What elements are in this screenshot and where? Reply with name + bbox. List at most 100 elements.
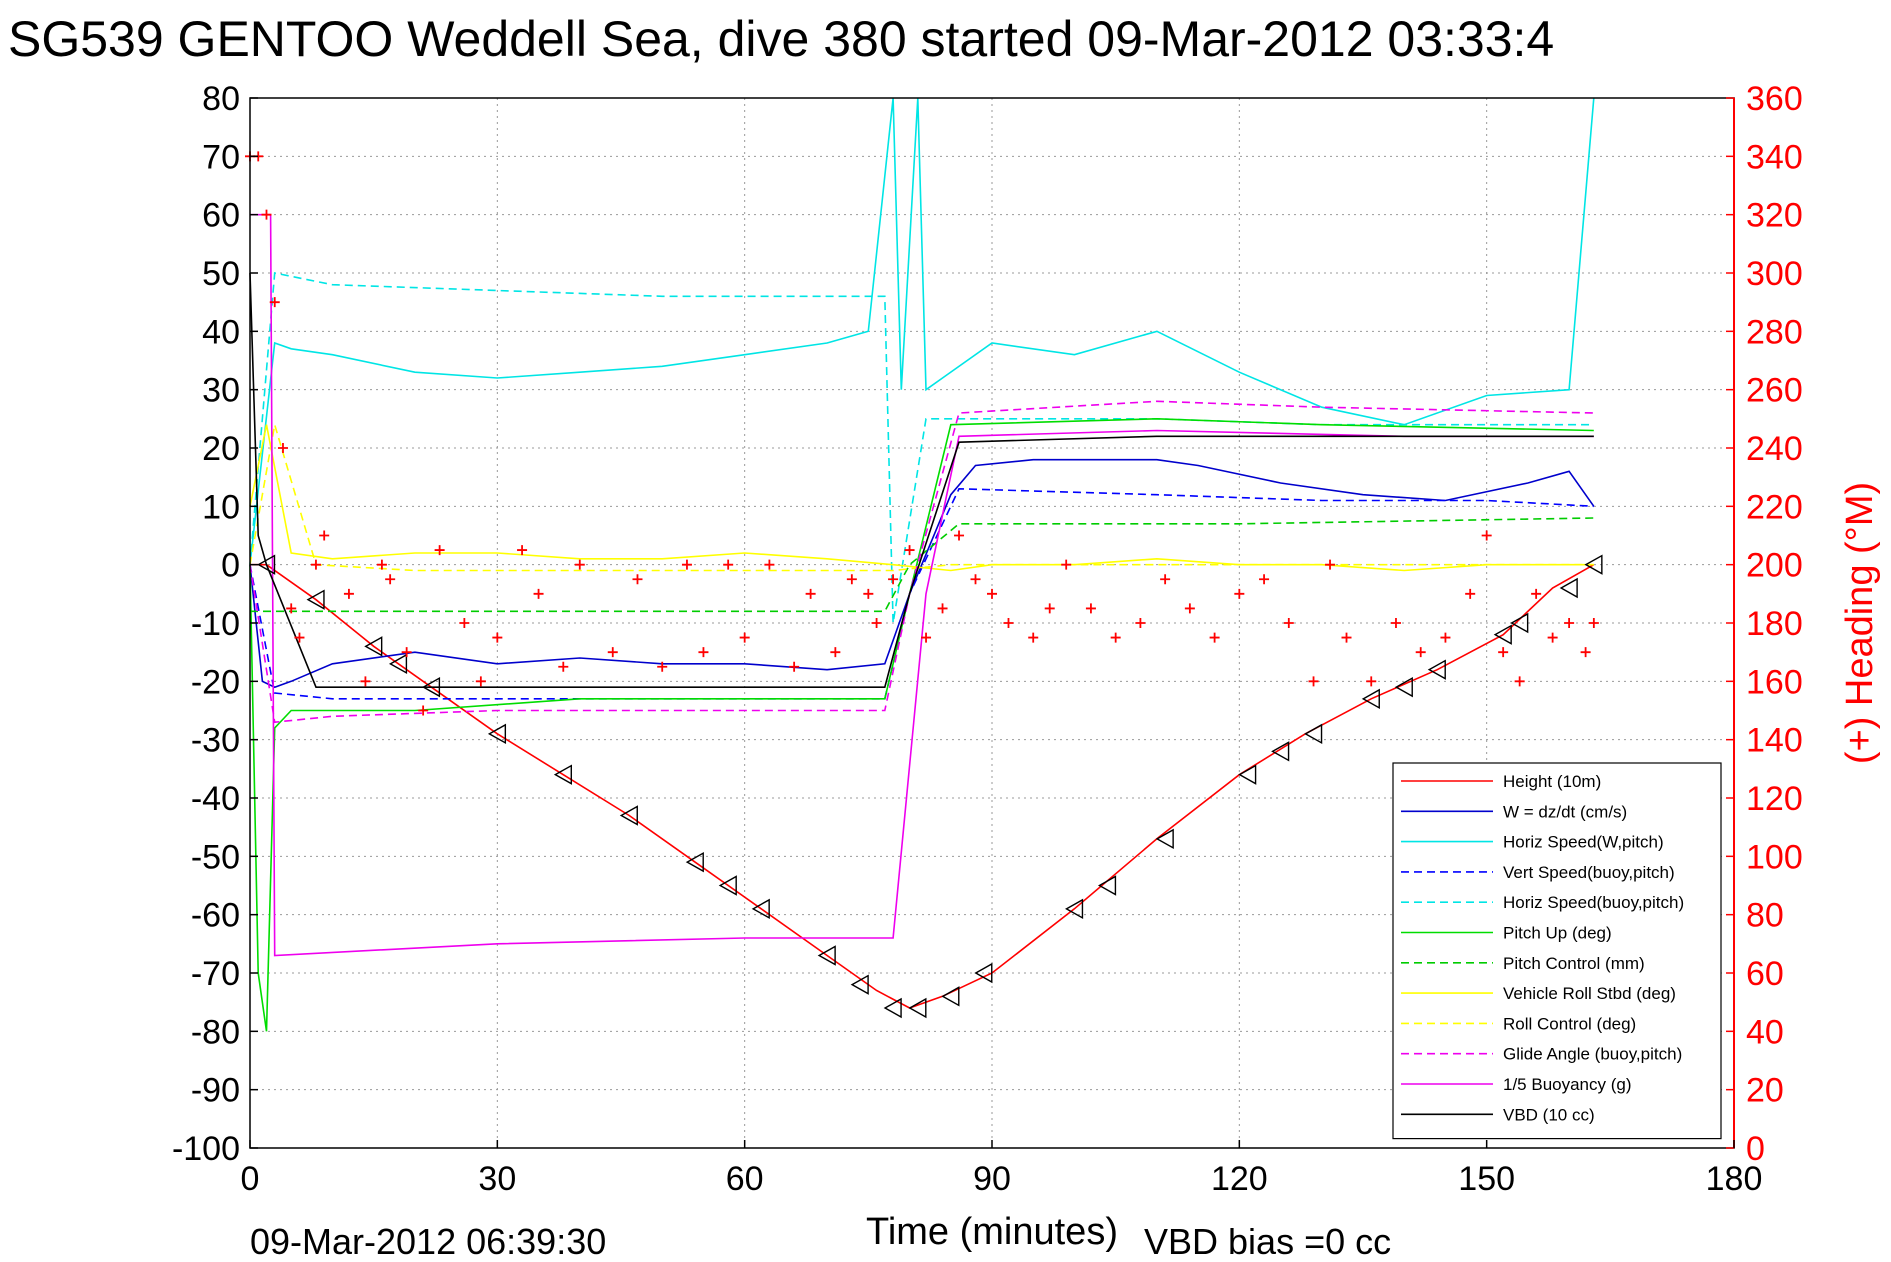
heading-point <box>492 632 503 643</box>
x-tick-label: 60 <box>726 1160 764 1198</box>
height-marker <box>553 764 572 785</box>
x-axis-label: Time (minutes) <box>866 1211 1118 1253</box>
height-markers <box>257 554 1603 1019</box>
legend-label-0: Height (10m) <box>1503 772 1601 791</box>
footer-vbd-bias: VBD bias =0 cc <box>1144 1221 1391 1262</box>
left-tick-label: -60 <box>191 897 240 935</box>
left-axis: -100-90-80-70-60-50-40-30-20-10010203040… <box>172 80 258 1168</box>
legend-label-8: Roll Control (deg) <box>1503 1014 1636 1033</box>
right-tick-label: 100 <box>1746 838 1803 876</box>
left-tick-label: 50 <box>202 255 240 293</box>
heading-point <box>277 443 288 453</box>
left-tick-label: -20 <box>191 663 240 701</box>
heading-point <box>1514 676 1525 687</box>
heading-point <box>607 647 618 658</box>
heading-point <box>1184 603 1195 614</box>
heading-point <box>846 574 857 585</box>
height-marker <box>1304 723 1323 745</box>
series-line-2 <box>249 97 1595 565</box>
right-tick-label: 160 <box>1746 663 1803 701</box>
series-line-0 <box>250 563 1595 1009</box>
heading-point <box>360 676 371 687</box>
legend-label-4: Horiz Speed(buoy,pitch) <box>1503 893 1684 912</box>
heading-point <box>739 632 750 643</box>
heading-point <box>723 559 734 570</box>
right-tick-label: 60 <box>1746 955 1784 993</box>
left-tick-label: 10 <box>202 488 240 526</box>
height-marker <box>751 898 770 920</box>
heading-point <box>1308 676 1319 687</box>
left-tick-label: -90 <box>191 1072 240 1110</box>
heading-point <box>1028 632 1039 643</box>
left-tick-label: 60 <box>202 197 240 235</box>
heading-point <box>1325 559 1336 570</box>
left-tick-label: 80 <box>202 80 240 118</box>
heading-point <box>261 209 272 220</box>
height-marker <box>974 962 993 984</box>
left-tick-label: 30 <box>202 372 240 410</box>
left-tick-label: -40 <box>191 780 240 818</box>
right-axis: 0 20 40 60 80 100 120 140 160 180 200 220 240 260 280 3… <box>1726 80 1803 1168</box>
heading-point <box>401 647 412 658</box>
legend-box <box>1392 762 1722 1140</box>
heading-point <box>1110 632 1121 643</box>
series-layer <box>249 97 1595 1032</box>
right-tick-label: 240 <box>1746 430 1803 468</box>
heading-point <box>319 530 330 541</box>
heading-point <box>1465 588 1476 599</box>
heading-point <box>657 661 668 672</box>
height-marker <box>306 589 325 610</box>
height-marker <box>1155 828 1174 850</box>
legend: Height (10m) W = dz/dt (cm/s) Horiz Speed(… <box>1392 762 1722 1140</box>
height-marker <box>1097 875 1117 896</box>
right-tick-label: 340 <box>1746 138 1803 176</box>
right-tick-label: 80 <box>1746 897 1784 935</box>
height-marker <box>1559 577 1578 599</box>
right-tick-label: 0 <box>1746 1130 1765 1168</box>
heading-point <box>1341 632 1352 643</box>
heading-point <box>1531 588 1542 599</box>
heading-point <box>269 297 280 308</box>
heading-point <box>418 705 429 716</box>
height-marker <box>1361 688 1380 710</box>
x-tick-label: 180 <box>1706 1160 1763 1198</box>
right-tick-label: 300 <box>1746 255 1803 293</box>
heading-point <box>376 559 387 570</box>
heading-point <box>1580 647 1591 658</box>
height-marker <box>1584 554 1603 575</box>
height-marker <box>1394 676 1413 698</box>
left-tick-label: -50 <box>191 838 240 876</box>
height-marker <box>1271 741 1290 762</box>
heading-point <box>1135 618 1146 628</box>
heading-point <box>921 632 932 643</box>
left-tick-label: -100 <box>172 1130 240 1168</box>
heading-point <box>1283 618 1294 628</box>
heading-point <box>1366 676 1377 687</box>
heading-point <box>475 676 486 687</box>
height-marker <box>850 974 869 995</box>
heading-point <box>830 647 841 658</box>
series-line-5 <box>249 417 1594 1032</box>
height-marker <box>685 851 704 873</box>
height-marker <box>1510 612 1529 634</box>
heading-point <box>1415 647 1426 658</box>
heading-point <box>533 588 544 599</box>
heading-point <box>459 618 470 628</box>
legend-label-6: Pitch Control (mm) <box>1503 954 1645 973</box>
x-tick-label: 30 <box>478 1160 516 1198</box>
chart-title: SG539 GENTOO Weddell Sea, dive 380 start… <box>8 11 1554 67</box>
heading-point <box>286 603 297 614</box>
heading-point <box>1481 530 1492 541</box>
left-tick-label: -30 <box>191 722 240 760</box>
height-marker <box>941 986 960 1007</box>
legend-label-2: Horiz Speed(W,pitch) <box>1503 833 1664 852</box>
footer-date: 09-Mar-2012 06:39:30 <box>250 1221 606 1262</box>
legend-label-1: W = dz/dt (cm/s) <box>1503 802 1627 821</box>
left-tick-label: 40 <box>202 313 240 351</box>
height-marker <box>257 554 276 575</box>
x-tick-label: 120 <box>1211 1160 1268 1198</box>
x-tick-label: 150 <box>1458 1160 1515 1198</box>
heading-point <box>558 661 569 672</box>
heading-point <box>1588 618 1599 628</box>
legend-label-11: VBD (10 cc) <box>1503 1105 1595 1124</box>
